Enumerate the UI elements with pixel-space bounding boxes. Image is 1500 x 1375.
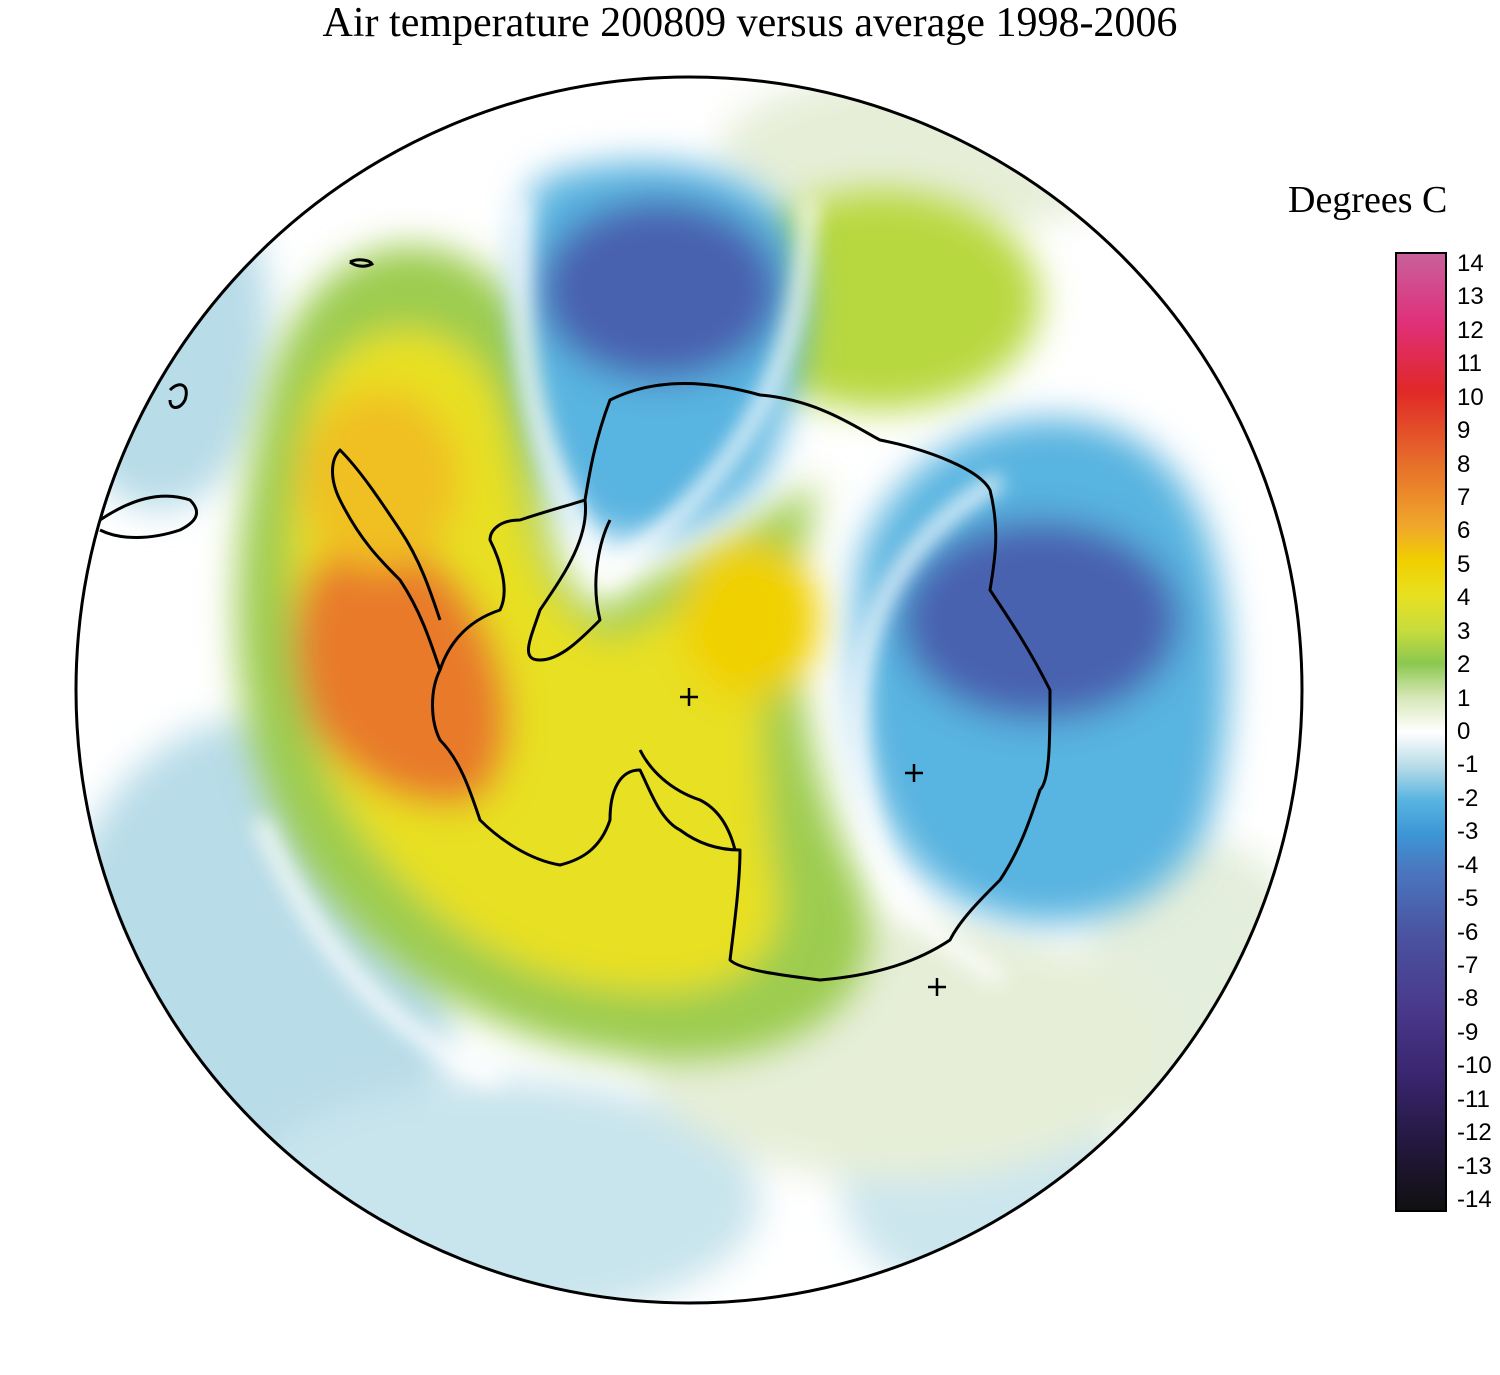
colorbar bbox=[1395, 252, 1447, 1212]
colorbar-tick-label: 2 bbox=[1457, 651, 1471, 679]
colorbar-tick-label: -11 bbox=[1457, 1085, 1490, 1113]
colorbar-unit-label: Degrees C bbox=[1288, 179, 1448, 221]
colorbar-tick-label: 4 bbox=[1457, 584, 1471, 612]
colorbar-tick-label: -12 bbox=[1457, 1119, 1492, 1147]
colorbar-tick-label: 3 bbox=[1457, 617, 1471, 645]
colorbar-tick-label: 0 bbox=[1457, 718, 1471, 745]
colorbar-tick-label: 9 bbox=[1457, 417, 1471, 445]
colorbar-tick-label: 12 bbox=[1457, 316, 1484, 344]
colorbar-tick-label: 6 bbox=[1457, 517, 1471, 545]
colorbar-tick-label: 10 bbox=[1457, 383, 1484, 411]
colorbar-tick-label: 13 bbox=[1457, 283, 1484, 311]
colorbar-tick-label: 11 bbox=[1457, 350, 1482, 378]
colorbar-tick-label: -14 bbox=[1457, 1186, 1492, 1213]
map-title: Air temperature 200809 versus average 19… bbox=[322, 0, 1178, 46]
colorbar-tick-label: -13 bbox=[1457, 1152, 1492, 1180]
colorbar-tick-label: 7 bbox=[1457, 484, 1471, 511]
colorbar-tick-label: -4 bbox=[1457, 851, 1479, 879]
colorbar-tick-label: 14 bbox=[1457, 250, 1484, 277]
map-boundary bbox=[74, 75, 1304, 1305]
colorbar-tick-label: -8 bbox=[1457, 985, 1479, 1013]
colorbar-tick-label: -2 bbox=[1457, 784, 1479, 812]
colorbar-tick-label: -1 bbox=[1457, 751, 1479, 779]
colorbar-tick-label: -9 bbox=[1457, 1018, 1479, 1046]
colorbar-tick-label: -10 bbox=[1457, 1052, 1492, 1080]
colorbar-tick-label: -3 bbox=[1457, 818, 1479, 846]
colorbar-tick-label: -5 bbox=[1457, 885, 1479, 913]
antarctica-coastline bbox=[331, 382, 1052, 982]
colorbar-tick-label: 8 bbox=[1457, 450, 1471, 478]
plus-markers bbox=[680, 688, 946, 996]
colorbar-tick-label: -7 bbox=[1457, 952, 1479, 979]
colorbar-tick-label: 5 bbox=[1457, 550, 1471, 578]
temperature-field bbox=[76, 77, 1302, 1303]
colorbar-tick-label: -6 bbox=[1457, 918, 1479, 946]
south-america-coast bbox=[99, 258, 375, 539]
colorbar-tick-label: 1 bbox=[1457, 684, 1471, 712]
